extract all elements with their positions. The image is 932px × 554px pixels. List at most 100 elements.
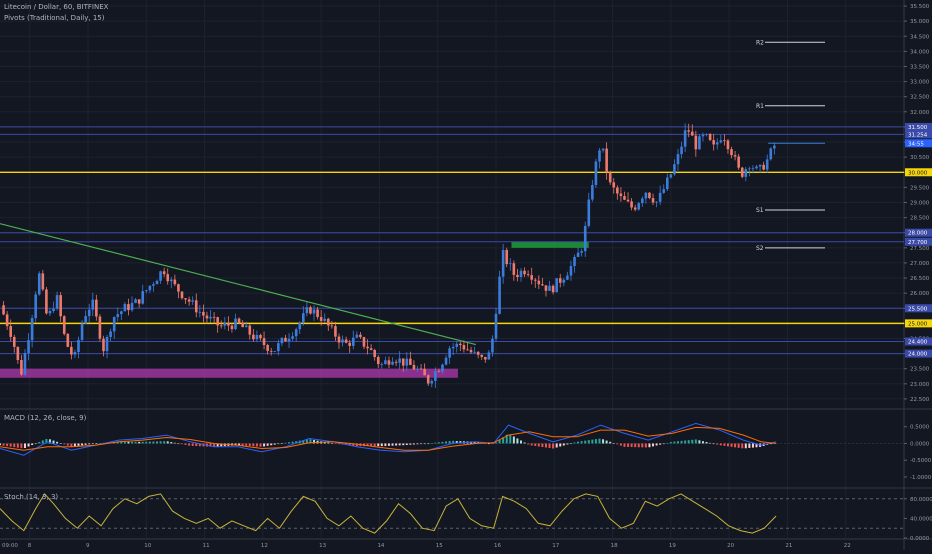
macd-histogram-bar [330, 443, 333, 444]
candle-body [369, 348, 373, 350]
candle-body [673, 164, 676, 175]
macd-histogram-bar [23, 443, 26, 448]
y-tick-label: 22.500 [910, 397, 930, 403]
macd-histogram-bar [559, 443, 562, 447]
y-tick-label: 26.500 [910, 276, 930, 282]
macd-histogram-bar [0, 443, 1, 446]
macd-histogram-bar [552, 443, 555, 449]
macd-histogram-bar [70, 443, 73, 447]
candle-body [662, 189, 666, 193]
macd-histogram-bar [680, 440, 683, 444]
candle-body [187, 299, 191, 302]
candle-body [305, 307, 309, 314]
y-tick-label: 29.500 [910, 185, 930, 191]
pivot-label: S2 [756, 245, 764, 252]
candle-body [426, 375, 430, 384]
x-tick-label: 9 [86, 543, 90, 549]
price-badge [905, 319, 932, 328]
macd-y-tick-label: 0.5000 [910, 425, 930, 431]
macd-histogram-bar [487, 443, 490, 445]
candle-body [344, 339, 348, 343]
candle-body [262, 338, 266, 346]
candle-body [641, 198, 644, 204]
candle-body [491, 338, 494, 353]
candle-body [612, 182, 616, 188]
macd-histogram-bar [516, 438, 519, 444]
candle-body [441, 364, 444, 372]
macd-histogram-bar [648, 443, 651, 448]
price-badge [905, 168, 932, 177]
macd-histogram-bar [509, 434, 512, 444]
candle-body [551, 285, 555, 293]
candle-body [209, 316, 212, 319]
price-badge [905, 228, 932, 237]
macd-histogram-bar [495, 442, 498, 444]
candle-body [526, 274, 530, 276]
y-tick-label: 28.500 [910, 216, 930, 222]
macd-histogram-bar [544, 443, 547, 448]
macd-line [0, 422, 777, 456]
price-badge-label: 31.254 [908, 132, 928, 138]
candle-body [708, 133, 712, 141]
candle-body [519, 270, 523, 278]
candle-body [758, 164, 762, 167]
candle-body [391, 361, 394, 365]
candle-body [319, 316, 323, 321]
candle-body [669, 174, 673, 178]
macd-histogram-bar [537, 443, 540, 447]
candle-body [637, 203, 641, 210]
candle-body [601, 148, 605, 151]
y-tick-label: 27.000 [910, 261, 930, 267]
green-zone [511, 241, 589, 248]
macd-histogram-bar [302, 440, 305, 444]
candle-body [155, 280, 159, 285]
macd-histogram-bar [156, 441, 159, 444]
macd-histogram-bar [366, 443, 369, 447]
candle-body [508, 263, 512, 265]
macd-histogram-bar [241, 443, 244, 446]
macd-y-tick-label: -0.5000 [910, 458, 932, 464]
macd-histogram-bar [580, 441, 583, 444]
macd-y-tick-label: -1.0000 [910, 475, 932, 481]
macd-histogram-bar [684, 440, 687, 444]
macd-histogram-bar [730, 443, 733, 447]
candle-body [487, 352, 491, 360]
candle-body [523, 270, 526, 275]
candle-body [548, 285, 551, 291]
macd-histogram-bar [591, 439, 594, 444]
candle-body [287, 338, 291, 342]
candle-body [77, 339, 80, 353]
macd-histogram-bar [612, 443, 615, 444]
candle-body [23, 352, 27, 375]
candle-body [680, 146, 683, 155]
candle-body [376, 357, 380, 365]
candle-body [605, 148, 608, 173]
candle-body [651, 198, 655, 203]
macd-histogram-bar [598, 438, 601, 444]
magenta-zone [0, 368, 458, 378]
candle-body [715, 142, 719, 145]
macd-histogram-bar [541, 443, 544, 447]
candle-body [380, 364, 384, 365]
candle-body [748, 168, 751, 170]
macd-histogram-bar [420, 443, 423, 445]
candle-body [423, 368, 426, 376]
candle-body [59, 295, 62, 317]
macd-histogram-bar [73, 443, 76, 447]
candle-body [394, 361, 398, 363]
macd-histogram-bar [577, 441, 580, 444]
macd-histogram-bar [31, 443, 34, 445]
macd-histogram-bar [277, 443, 280, 445]
trendline [0, 223, 476, 346]
candle-body [252, 334, 255, 340]
candle-body [462, 345, 466, 350]
candle-body [123, 304, 127, 312]
macd-histogram-bar [659, 443, 662, 445]
candle-body [269, 350, 273, 352]
candle-body [416, 368, 419, 370]
y-tick-label: 35.500 [910, 4, 930, 10]
macd-histogram-bar [605, 440, 608, 444]
macd-histogram-bar [455, 441, 458, 444]
